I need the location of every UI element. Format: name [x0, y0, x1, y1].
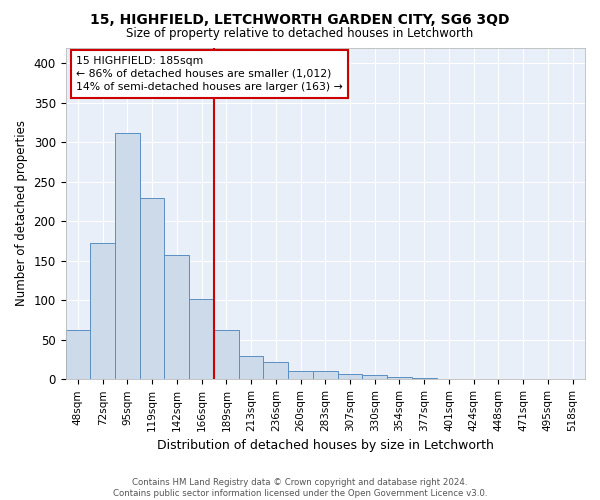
Y-axis label: Number of detached properties: Number of detached properties	[15, 120, 28, 306]
Text: 15 HIGHFIELD: 185sqm
← 86% of detached houses are smaller (1,012)
14% of semi-de: 15 HIGHFIELD: 185sqm ← 86% of detached h…	[76, 56, 343, 92]
Text: Size of property relative to detached houses in Letchworth: Size of property relative to detached ho…	[127, 28, 473, 40]
Bar	[65, 330, 90, 380]
Text: Contains HM Land Registry data © Crown copyright and database right 2024.
Contai: Contains HM Land Registry data © Crown c…	[113, 478, 487, 498]
Bar	[313, 372, 338, 380]
Bar	[189, 298, 214, 380]
Bar	[412, 378, 437, 380]
Bar	[288, 372, 313, 380]
Bar	[362, 376, 387, 380]
Bar	[486, 378, 511, 380]
Bar	[214, 330, 239, 380]
Bar	[338, 374, 362, 380]
Bar	[387, 377, 412, 380]
Bar	[115, 133, 140, 380]
Bar	[164, 256, 189, 380]
Bar	[461, 378, 486, 380]
Bar	[560, 378, 585, 380]
Bar	[437, 378, 461, 380]
Bar	[536, 378, 560, 380]
Bar	[140, 198, 164, 380]
Bar	[90, 242, 115, 380]
Bar	[239, 356, 263, 380]
Text: 15, HIGHFIELD, LETCHWORTH GARDEN CITY, SG6 3QD: 15, HIGHFIELD, LETCHWORTH GARDEN CITY, S…	[90, 12, 510, 26]
X-axis label: Distribution of detached houses by size in Letchworth: Distribution of detached houses by size …	[157, 440, 494, 452]
Bar	[263, 362, 288, 380]
